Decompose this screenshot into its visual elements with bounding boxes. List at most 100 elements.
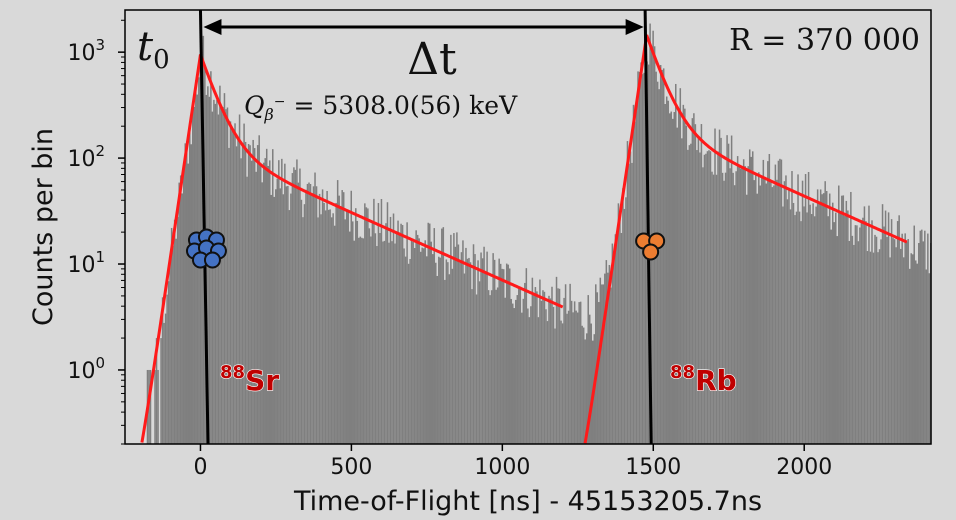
histogram-bar-299 [602,284,605,444]
histogram-bar-246 [522,298,525,444]
histogram-bar-463 [850,191,852,444]
histogram-bar-401 [756,193,759,444]
histogram-bar-269 [557,288,559,444]
histogram-bar-352 [682,104,685,445]
histogram-bar-276 [567,310,570,444]
histogram-bar-340 [664,104,666,444]
histogram-bar-439 [813,216,816,444]
histogram-bar-337 [659,65,662,444]
histogram-bar-109 [315,186,318,444]
histogram-bar-27 [192,101,194,444]
histogram-bar-96 [296,159,298,444]
histogram-bar-244 [519,288,522,444]
histogram-bar-81 [273,196,276,444]
histogram-bar-52 [229,121,232,444]
histogram-bar-160 [392,213,395,444]
histogram-bar-136 [356,220,359,444]
histogram-bar-79 [270,194,273,444]
y-tick-label: 101 [67,248,105,278]
histogram-bar-124 [338,195,340,444]
histogram-bar-219 [481,258,484,444]
histogram-bar-95 [294,169,297,444]
histogram-bar-354 [685,125,688,445]
histogram-bar-362 [697,137,700,444]
histogram-bar-151 [379,232,381,444]
histogram-bar-448 [827,216,829,444]
histogram-bar-16 [175,238,177,444]
histogram-bar-469 [859,227,861,444]
histogram-bar-338 [661,69,663,444]
histogram-bar-130 [347,211,349,444]
histogram-bar-297 [599,277,602,444]
histogram-bar-19 [179,175,182,445]
histogram-bar-465 [853,244,855,444]
histogram-bar-107 [312,186,315,444]
histogram-bar-459 [844,215,846,444]
histogram-bar-155 [385,223,387,444]
histogram-bar-242 [516,295,519,444]
histogram-bar-147 [373,198,375,444]
histogram-bar-420 [785,175,787,444]
histogram-bar-54 [232,129,235,444]
isotope-label-rb: 88Rb [670,362,737,397]
histogram-bar-274 [564,284,567,444]
histogram-bar-353 [684,108,686,444]
histogram-bar-410 [770,181,772,444]
histogram-bar-505 [913,225,915,444]
histogram-bar-119 [330,217,333,444]
histogram-bar-154 [383,240,386,444]
histogram-bar-168 [404,256,407,444]
histogram-bar-396 [748,149,751,445]
histogram-bar-257 [539,279,541,444]
histogram-bar-490 [890,219,893,444]
x-axis-ticks: 0 500 1000 1500 2000 [193,444,832,480]
histogram-bar-164 [398,232,401,444]
histogram-bar-238 [510,298,512,444]
histogram-bar-227 [493,259,496,444]
histogram-bar-287 [584,339,586,444]
histogram-bar-409 [768,154,771,444]
histogram-bar-494 [896,221,899,444]
histogram-bar-253 [533,293,535,444]
histogram-bar-98 [299,168,301,444]
histogram-bar-405 [762,159,765,444]
histogram-bar-201 [454,246,457,444]
histogram-bar-57 [237,137,239,445]
histogram-bar-38 [208,96,211,444]
histogram-bar-319 [632,104,635,444]
histogram-bar-451 [831,202,834,444]
histogram-bar-23 [185,141,188,445]
histogram-bar-165 [400,223,402,444]
histogram-bar-196 [447,262,449,444]
histogram-bar-137 [358,237,360,444]
histogram-bar-294 [595,284,597,444]
histogram-bar-185 [430,241,433,444]
histogram-bar-422 [788,190,790,444]
x-tick-label: 2000 [776,455,832,480]
histogram-bar-365 [702,167,704,444]
histogram-bar-101 [303,204,306,444]
histogram-bar-500 [905,241,908,444]
histogram-bar-470 [860,222,863,444]
histogram-bar-501 [907,239,909,444]
histogram-bar-387 [735,171,737,444]
histogram-bar-322 [637,71,639,444]
histogram-bar-394 [745,194,748,444]
histogram-bar-69 [255,171,257,444]
histogram-bar-447 [825,191,828,444]
histogram-bar-262 [546,321,549,444]
histogram-bar-458 [842,195,845,444]
histogram-bar-461 [847,210,849,444]
histogram-bar-359 [693,113,695,444]
histogram-bar-132 [350,190,353,444]
histogram-bar-170 [407,263,410,444]
histogram-bar-424 [791,171,793,444]
histogram-bar-358 [691,118,694,445]
histogram-bar-260 [543,291,546,444]
histogram-bar-482 [878,249,881,444]
histogram-bar-78 [268,160,271,444]
histogram-bar-97 [297,182,300,444]
histogram-bar-152 [380,199,383,444]
histogram-bar-174 [413,248,416,444]
histogram-bar-265 [551,286,553,444]
